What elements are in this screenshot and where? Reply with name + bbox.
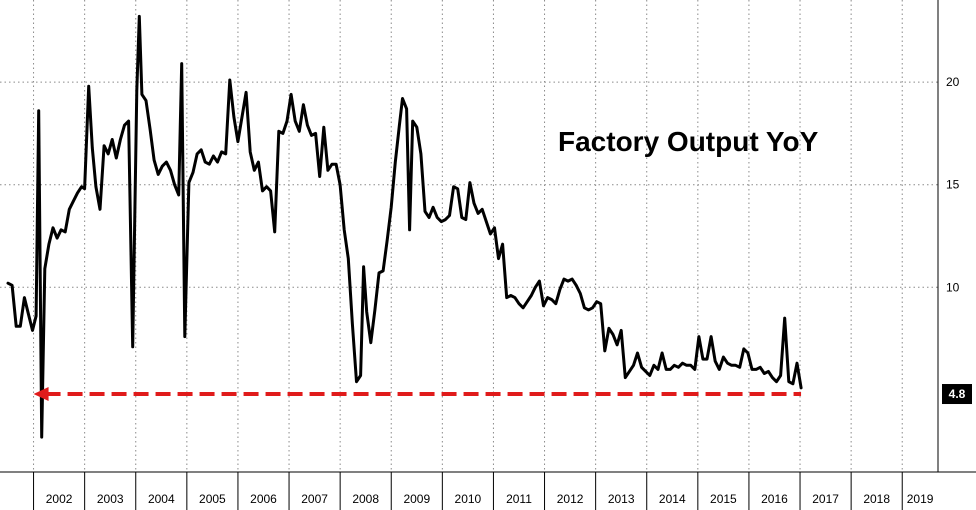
y-tick-label: 15 [946,178,960,192]
x-tick-label: 2013 [608,492,635,506]
x-tick-label: 2012 [557,492,584,506]
last-value-badge-bg [942,384,972,405]
x-tick-label: 2014 [659,492,686,506]
last-value-badge-text: 4.8 [949,387,966,401]
reference-marker [33,387,802,402]
x-tick-label: 2019 [907,492,934,506]
arrowhead-icon [33,387,49,402]
y-tick-label: 20 [946,75,960,89]
x-tick-label: 2003 [97,492,124,506]
last-value-badge: 4.8 [942,384,972,405]
y-tick-label: 10 [946,280,960,294]
x-tick-label: 2002 [46,492,73,506]
x-gridlines [33,0,903,472]
x-tick-label: 2018 [863,492,890,506]
chart-title: Factory Output YoY [558,126,819,157]
x-tick-label: 2010 [455,492,482,506]
y-axis-ticks: 10 15 20 [946,75,960,294]
x-tick-label: 2007 [301,492,328,506]
x-tick-label: 2006 [250,492,277,506]
x-tick-label: 2017 [812,492,839,506]
x-axis-ticks: 2002 2003 2004 2005 2006 2007 2008 2009 2010 2011… [33,472,934,510]
x-tick-label: 2016 [761,492,788,506]
x-tick-label: 2009 [403,492,430,506]
factory-output-series-line [6,14,803,439]
x-tick-label: 2004 [148,492,175,506]
x-tick-label: 2011 [506,492,532,506]
x-tick-label: 2015 [710,492,737,506]
x-tick-label: 2008 [352,492,379,506]
x-tick-label: 2005 [199,492,226,506]
